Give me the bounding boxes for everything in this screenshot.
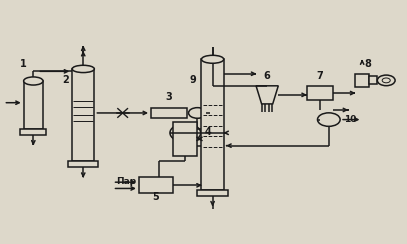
Bar bbox=[197, 190, 228, 196]
Text: 4: 4 bbox=[205, 127, 212, 137]
Polygon shape bbox=[256, 86, 278, 104]
Circle shape bbox=[377, 75, 395, 86]
Bar bbox=[306, 86, 333, 100]
Bar bbox=[369, 76, 377, 84]
Bar bbox=[72, 69, 94, 161]
Bar bbox=[201, 59, 224, 190]
Circle shape bbox=[188, 108, 206, 118]
Text: 6: 6 bbox=[264, 71, 271, 81]
Bar bbox=[68, 161, 98, 167]
Ellipse shape bbox=[72, 65, 94, 72]
Bar bbox=[139, 177, 173, 193]
Bar bbox=[151, 108, 187, 118]
Ellipse shape bbox=[24, 77, 43, 85]
Text: 7: 7 bbox=[316, 71, 323, 81]
Circle shape bbox=[317, 113, 340, 126]
Text: 10: 10 bbox=[344, 115, 357, 124]
Text: 5: 5 bbox=[153, 193, 160, 202]
Circle shape bbox=[170, 124, 201, 142]
Text: Пар: Пар bbox=[116, 177, 137, 186]
Bar bbox=[173, 122, 197, 156]
Bar bbox=[24, 81, 43, 129]
Bar bbox=[355, 74, 369, 87]
Bar bbox=[20, 129, 46, 134]
Text: 2: 2 bbox=[62, 75, 69, 85]
Ellipse shape bbox=[201, 55, 224, 63]
Text: 8: 8 bbox=[365, 59, 372, 69]
Text: 9: 9 bbox=[189, 75, 196, 85]
Circle shape bbox=[382, 78, 390, 83]
Text: 3: 3 bbox=[166, 92, 173, 102]
Text: 1: 1 bbox=[20, 59, 26, 69]
